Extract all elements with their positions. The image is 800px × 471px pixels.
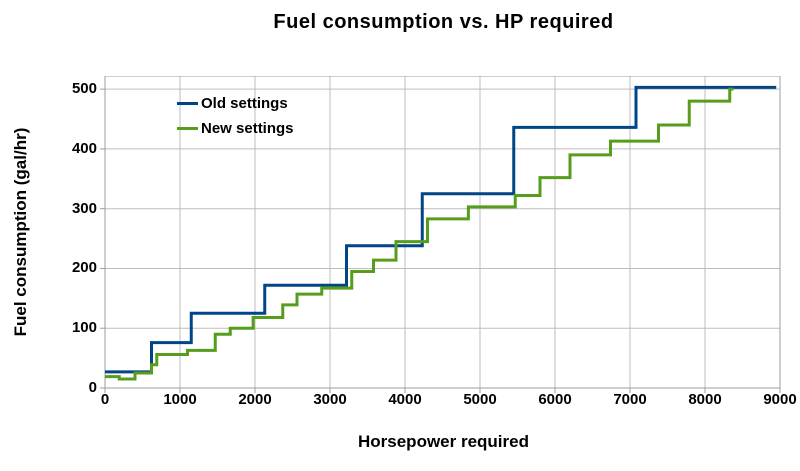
series-line-old-settings bbox=[105, 85, 777, 374]
y-tick-label: 200 bbox=[71, 259, 97, 277]
x-tick-label: 3000 bbox=[313, 391, 347, 408]
y-tick-label: 500 bbox=[71, 80, 97, 98]
x-tick-label: 0 bbox=[100, 391, 110, 408]
plot-border bbox=[104, 76, 781, 389]
y-tick-label: 400 bbox=[71, 139, 97, 157]
legend-item-old-settings: Old settings bbox=[177, 91, 294, 116]
x-tick-label: 1000 bbox=[163, 391, 197, 408]
chart-title: Fuel consumption vs. HP required bbox=[273, 11, 614, 33]
y-tick-label: 300 bbox=[71, 199, 97, 217]
legend: Old settings New settings bbox=[177, 91, 294, 141]
legend-line-swatch bbox=[177, 102, 198, 105]
x-tick-label: 4000 bbox=[388, 391, 422, 408]
x-tick-label: 9000 bbox=[763, 391, 797, 408]
y-axis-title: Fuel consumption (gal/hr) bbox=[11, 127, 30, 337]
legend-label: Old settings bbox=[201, 95, 288, 112]
legend-item-new-settings: New settings bbox=[177, 116, 294, 141]
legend-label: New settings bbox=[201, 120, 294, 137]
x-tick-label: 5000 bbox=[463, 391, 497, 408]
legend-line-swatch bbox=[177, 127, 198, 130]
x-axis-title: Horsepower required bbox=[358, 432, 529, 451]
series-line-new-settings bbox=[105, 87, 734, 381]
y-tick-label: 100 bbox=[71, 319, 97, 337]
y-tick-label: 0 bbox=[88, 379, 97, 396]
plot-area bbox=[100, 76, 781, 393]
x-tick-label: 7000 bbox=[613, 391, 647, 408]
x-tick-label: 8000 bbox=[688, 391, 722, 408]
x-tick-label: 2000 bbox=[238, 391, 272, 408]
x-tick-label: 6000 bbox=[538, 391, 572, 408]
